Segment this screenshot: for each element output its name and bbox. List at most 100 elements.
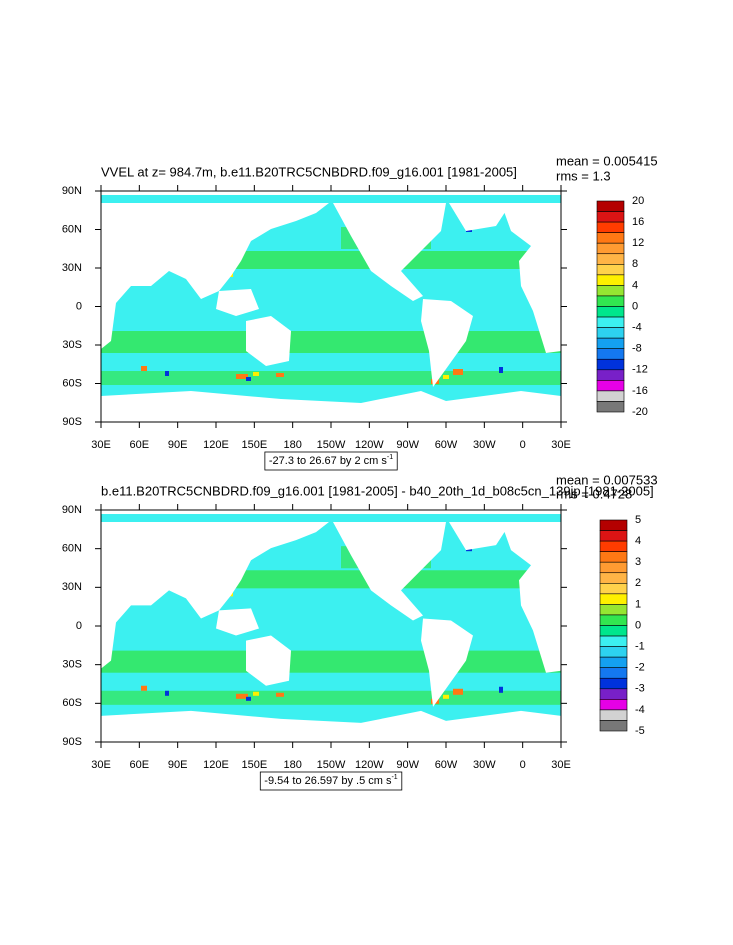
colorbar-label: 12 <box>632 237 644 249</box>
info-exponent: -1 <box>391 774 397 781</box>
colorbar-label: -2 <box>635 662 645 674</box>
lon-tick-label: 150W <box>317 439 346 451</box>
colorbar-box <box>596 285 625 297</box>
lon-tick-label: 150E <box>241 439 267 451</box>
colorbar-label: 1 <box>635 598 641 610</box>
colorbar-box <box>596 358 625 371</box>
lon-tick-label: 30E <box>551 759 571 771</box>
colorbar-box <box>596 253 625 265</box>
info-box <box>264 451 398 471</box>
colorbar-box <box>596 274 625 286</box>
lat-tick-label: 0 <box>76 620 82 632</box>
lat-tick-label: 60S <box>62 697 82 709</box>
colorbar-box <box>599 635 628 647</box>
colorbar-box <box>596 369 625 381</box>
info-label: -9.54 to 26.597 by .5 cm s-1 <box>264 774 398 787</box>
colorbar-label: -1 <box>635 641 645 653</box>
info-label: -27.3 to 26.67 by 2 cm s-1 <box>269 454 393 467</box>
lat-tick-label: 60N <box>62 543 82 555</box>
lat-tick-label: 90S <box>62 736 82 748</box>
info-text: -9.54 to 26.597 by .5 cm s <box>264 775 392 787</box>
colorbar-box <box>599 677 628 690</box>
colorbar-box <box>599 656 628 669</box>
colorbar-box <box>599 604 628 616</box>
colorbar-label: 8 <box>632 258 638 270</box>
lat-tick-label: 30N <box>62 581 82 593</box>
colorbar-label: -3 <box>635 683 645 695</box>
colorbar-box <box>599 625 628 637</box>
lon-tick-label: 180 <box>283 759 301 771</box>
colorbar-box <box>599 614 628 626</box>
colorbar-box <box>596 200 625 212</box>
colorbar-label: 4 <box>635 535 641 547</box>
colorbar-box <box>596 211 625 223</box>
colorbar-box <box>599 720 628 732</box>
lon-tick-label: 90E <box>168 439 188 451</box>
colorbar-box <box>599 667 628 679</box>
colorbar-box <box>596 327 625 339</box>
colorbar-box <box>599 561 628 574</box>
colorbar-box <box>596 390 625 402</box>
lon-tick-label: 60E <box>130 439 150 451</box>
lon-tick-label: 90W <box>396 439 419 451</box>
plot-title: b.e11.B20TRC5CNBDRD.f09_g16.001 [1981-20… <box>101 483 654 498</box>
colorbar-box <box>596 242 625 255</box>
colorbar-box <box>596 263 625 276</box>
colorbar-label: 5 <box>635 514 641 526</box>
colorbar-box <box>599 530 628 542</box>
lon-tick-label: 60W <box>435 439 458 451</box>
colorbar-box <box>599 572 628 584</box>
lon-tick-label: 30E <box>551 439 571 451</box>
lon-tick-label: 90E <box>168 759 188 771</box>
colorbar-box <box>596 221 625 233</box>
map-panel: VVEL at z= 984.7m, b.e11.B20TRC5CNBDRD.f… <box>62 153 658 471</box>
lat-tick-label: 30S <box>62 659 82 671</box>
colorbar-label: 20 <box>632 195 644 207</box>
colorbar-label: -5 <box>635 725 645 737</box>
lon-tick-label: 30W <box>473 759 496 771</box>
lon-tick-label: 90W <box>396 759 419 771</box>
lon-tick-label: 120W <box>355 759 384 771</box>
lon-tick-label: 60E <box>130 759 150 771</box>
rms-label: rms = 1.3 <box>556 168 611 183</box>
colorbar-label: -4 <box>635 704 645 716</box>
colorbar-box <box>596 306 625 318</box>
lon-tick-label: 0 <box>520 759 526 771</box>
lat-tick-label: 60N <box>62 223 82 235</box>
colorbar-label: -16 <box>632 385 648 397</box>
info-box <box>259 771 403 791</box>
colorbar-box <box>599 540 628 552</box>
colorbar-label: -12 <box>632 364 648 376</box>
colorbar-label: 4 <box>632 279 638 291</box>
lon-tick-label: 0 <box>520 439 526 451</box>
lon-tick-label: 150E <box>241 759 267 771</box>
colorbar-box <box>596 337 625 349</box>
colorbar-label: -8 <box>632 343 642 355</box>
lon-tick-label: 30E <box>91 759 111 771</box>
lon-tick-label: 180 <box>283 439 301 451</box>
colorbar-box <box>596 380 625 392</box>
colorbar-box <box>596 401 625 413</box>
lon-tick-label: 60W <box>435 759 458 771</box>
rms-label: rms = 0.4728 <box>556 486 632 501</box>
colorbar-box <box>599 582 628 595</box>
colorbar-box <box>599 699 628 711</box>
lat-tick-label: 30N <box>62 262 82 274</box>
colorbar-label: 2 <box>635 577 641 589</box>
lat-tick-label: 90N <box>62 504 82 516</box>
lon-tick-label: 120W <box>355 439 384 451</box>
colorbar-box <box>599 551 628 563</box>
lat-tick-label: 90S <box>62 416 82 428</box>
colorbar-box <box>599 519 628 531</box>
colorbar-box <box>596 295 625 307</box>
lat-tick-label: 0 <box>76 300 82 312</box>
map-panel: b.e11.B20TRC5CNBDRD.f09_g16.001 [1981-20… <box>62 472 658 791</box>
lat-tick-label: 30S <box>62 339 82 351</box>
mean-label: mean = 0.007533 <box>556 472 658 487</box>
lon-tick-label: 150W <box>317 759 346 771</box>
colorbar-box <box>599 709 628 721</box>
info-text: -27.3 to 26.67 by 2 cm s <box>269 455 388 467</box>
lon-tick-label: 120E <box>203 759 229 771</box>
colorbar-label: 3 <box>635 556 641 568</box>
